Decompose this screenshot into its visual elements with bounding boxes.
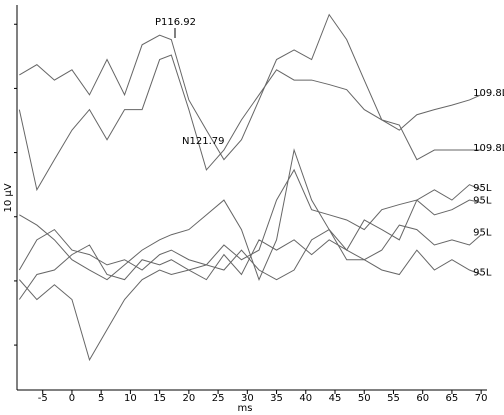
trace [18, 239, 482, 300]
trace-label: 95L [473, 228, 492, 239]
x-tick-label: 25 [212, 393, 225, 404]
x-tick-label: 55 [387, 393, 400, 404]
x-tick-label: 10 [124, 393, 137, 404]
trace [19, 13, 482, 161]
trace [18, 54, 482, 192]
x-tick-label: 70 [475, 393, 488, 404]
x-tick-label: 30 [241, 393, 254, 404]
trace-label: 95L [473, 268, 492, 279]
x-tick-label: 0 [69, 393, 75, 404]
x-tick-label: 5 [98, 393, 104, 404]
peak-annotation: N121.79 [182, 136, 224, 147]
trace-label: 95L [473, 183, 492, 194]
x-tick-label: 45 [329, 393, 342, 404]
trace [18, 168, 482, 271]
x-tick-label: 35 [270, 393, 283, 404]
trace-label: 95L [473, 196, 492, 207]
x-axis-label: ms [238, 403, 253, 414]
trace-label: 109.8L [473, 88, 504, 99]
y-axis-label: 10 µV [3, 183, 14, 212]
x-tick-label: 40 [299, 393, 312, 404]
trace [18, 224, 482, 362]
peak-annotation: P116.92 [155, 17, 196, 28]
x-tick-label: 15 [153, 393, 166, 404]
x-tick-label: 50 [358, 393, 371, 404]
x-tick-label: -5 [38, 393, 48, 404]
x-tick-label: 60 [416, 393, 429, 404]
x-tick-label: 20 [182, 393, 195, 404]
x-tick-label: 65 [446, 393, 459, 404]
trace-label: 109.8L [473, 143, 504, 154]
